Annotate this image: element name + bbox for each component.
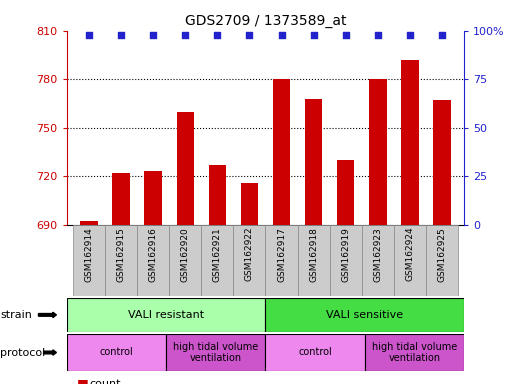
Text: GSM162919: GSM162919 [341, 227, 350, 281]
Bar [265, 298, 464, 332]
Bar [169, 225, 201, 296]
Text: GSM162918: GSM162918 [309, 227, 318, 281]
Point [309, 31, 318, 38]
Bar [401, 60, 419, 225]
Bar [298, 225, 330, 296]
Text: control: control [100, 347, 133, 358]
Bar [369, 79, 386, 225]
Bar [241, 183, 258, 225]
Bar [201, 225, 233, 296]
Text: strain: strain [0, 310, 32, 320]
Bar [112, 173, 130, 225]
Title: GDS2709 / 1373589_at: GDS2709 / 1373589_at [185, 14, 346, 28]
Text: GSM162914: GSM162914 [85, 227, 94, 281]
Bar [337, 160, 354, 225]
Point [149, 31, 157, 38]
Bar [426, 225, 458, 296]
Bar [67, 334, 166, 371]
Bar [105, 225, 137, 296]
Text: GSM162915: GSM162915 [116, 227, 126, 281]
Bar [273, 79, 290, 225]
Text: control: control [298, 347, 332, 358]
Text: VALI sensitive: VALI sensitive [326, 310, 403, 320]
Point [245, 31, 253, 38]
Bar [265, 334, 365, 371]
Point [406, 31, 414, 38]
Text: GSM162920: GSM162920 [181, 227, 190, 281]
Text: GSM162924: GSM162924 [405, 227, 415, 281]
Text: VALI resistant: VALI resistant [128, 310, 204, 320]
Text: GSM162921: GSM162921 [213, 227, 222, 281]
Bar [266, 225, 298, 296]
Point [213, 31, 222, 38]
Text: protocol: protocol [0, 348, 45, 358]
Text: GSM162922: GSM162922 [245, 227, 254, 281]
Point [438, 31, 446, 38]
Point [278, 31, 286, 38]
Text: GSM162925: GSM162925 [437, 227, 446, 281]
Text: ■: ■ [77, 377, 89, 384]
Text: GSM162923: GSM162923 [373, 227, 382, 281]
Bar [330, 225, 362, 296]
Point [373, 31, 382, 38]
Bar [176, 111, 194, 225]
Point [117, 31, 125, 38]
Bar [166, 334, 265, 371]
Bar [305, 99, 322, 225]
Point [181, 31, 189, 38]
Bar [394, 225, 426, 296]
Text: GSM162916: GSM162916 [149, 227, 158, 281]
Point [342, 31, 350, 38]
Bar [365, 334, 464, 371]
Bar [67, 298, 265, 332]
Bar [209, 165, 226, 225]
Bar [233, 225, 266, 296]
Text: high tidal volume
ventilation: high tidal volume ventilation [372, 341, 457, 363]
Bar [137, 225, 169, 296]
Text: high tidal volume
ventilation: high tidal volume ventilation [173, 341, 259, 363]
Bar [433, 100, 450, 225]
Bar [81, 222, 98, 225]
Point [85, 31, 93, 38]
Bar [362, 225, 394, 296]
Text: count: count [90, 379, 121, 384]
Bar [73, 225, 105, 296]
Text: GSM162917: GSM162917 [277, 227, 286, 281]
Bar [145, 171, 162, 225]
